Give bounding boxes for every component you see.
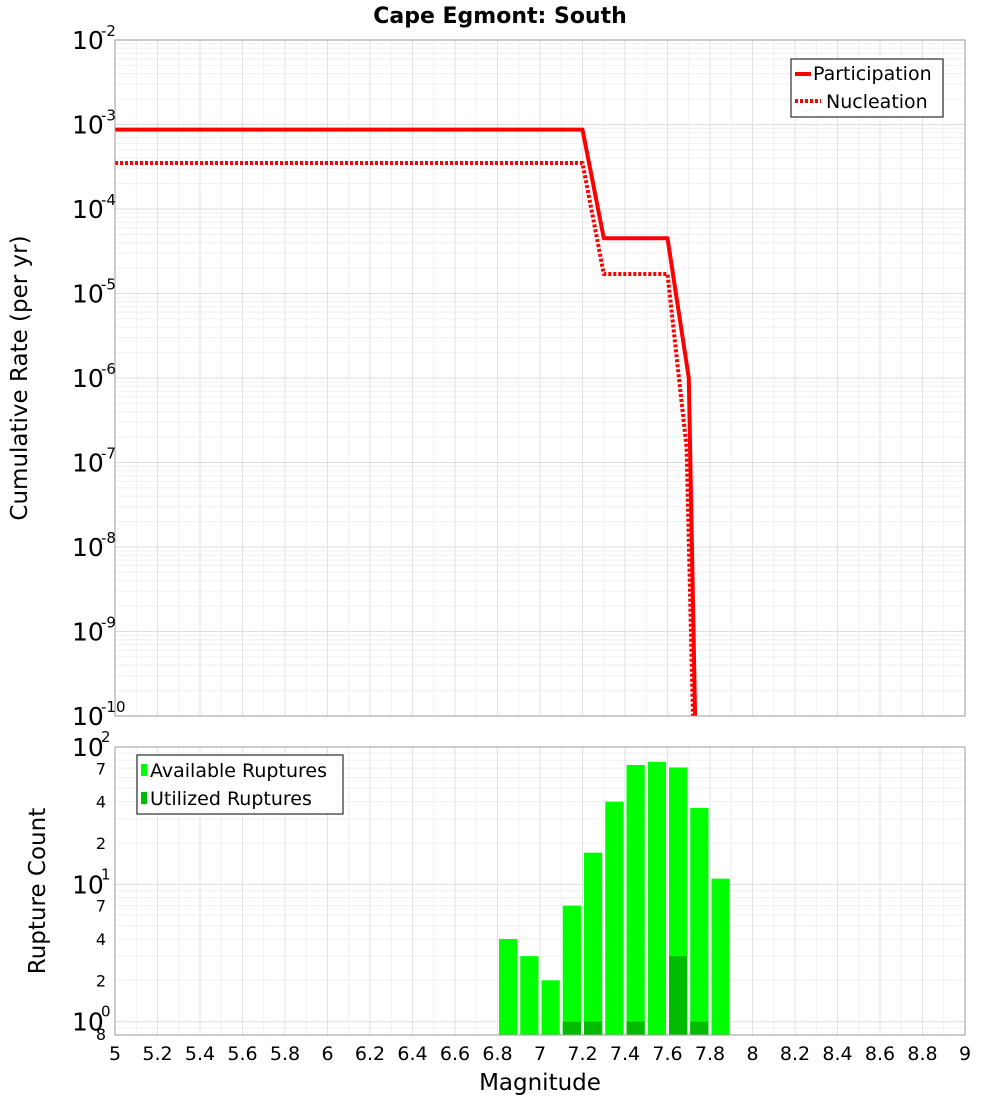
x-tick-label: 8 <box>746 1043 758 1065</box>
x-tick-label: 5.4 <box>185 1043 215 1065</box>
top-y-tick-base: 10 <box>72 280 104 309</box>
bottom-y-tick-exponent: 2 <box>101 728 111 746</box>
x-tick-label: 6.2 <box>355 1043 385 1065</box>
legend-label-utilized: Utilized Ruptures <box>150 788 312 810</box>
bottom-y-minor-tick-label: 8 <box>96 1025 106 1044</box>
bar-available <box>520 956 539 1035</box>
x-axis-label: Magnitude <box>479 1070 601 1096</box>
x-tick-label: 5.6 <box>227 1043 257 1065</box>
x-tick-label: 6.8 <box>482 1043 512 1065</box>
bottom-y-tick-base: 10 <box>72 870 104 899</box>
x-tick-label: 6 <box>321 1043 333 1065</box>
top-y-tick-base: 10 <box>72 364 104 393</box>
x-tick-label: 8.4 <box>822 1043 852 1065</box>
x-tick-labels: 5 5.2 5.4 5.6 5.8 6 6.2 6.4 6.6 6.8 7 7.2 7.4 7.6 7.8 8… <box>109 1043 971 1065</box>
bar-available <box>562 905 581 1035</box>
top-y-tick-base: 10 <box>72 702 104 731</box>
top-y-tick-exponent: -3 <box>101 107 116 125</box>
bottom-y-tick-base: 10 <box>72 1008 104 1037</box>
x-tick-label: 8.6 <box>865 1043 895 1065</box>
bar-available <box>541 980 560 1035</box>
top-plot-frame <box>114 39 966 717</box>
top-y-tick-base: 10 <box>72 195 104 224</box>
bar-utilized <box>690 1021 709 1035</box>
top-y-tick-base: 10 <box>72 618 104 647</box>
legend-label-participation: Participation <box>813 63 932 85</box>
legend-label-available: Available Ruptures <box>150 760 327 782</box>
bar-available <box>626 764 645 1035</box>
bottom-y-minor-tick-label: 7 <box>96 897 106 916</box>
top-y-tick-base: 10 <box>72 449 104 478</box>
top-y-tick-base: 10 <box>72 533 104 562</box>
x-tick-label: 6.4 <box>397 1043 427 1065</box>
x-tick-label: 8.2 <box>780 1043 810 1065</box>
top-y-tick-exponent: -7 <box>101 445 116 463</box>
bottom-y-tick-exponent: 0 <box>101 1003 111 1021</box>
legend-swatch-available <box>141 764 147 776</box>
bottom-plot-bars <box>499 761 730 1035</box>
bottom-y-tick-base: 10 <box>72 733 104 762</box>
bottom-y-minor-tick-label: 2 <box>96 834 106 853</box>
bar-available <box>711 878 730 1035</box>
x-tick-label: 7 <box>534 1043 546 1065</box>
top-y-axis-label: Cumulative Rate (per yr) <box>7 235 33 520</box>
x-tick-label: 7.4 <box>610 1043 640 1065</box>
top-y-tick-exponent: -5 <box>101 276 116 294</box>
series-line-participation <box>115 127 698 717</box>
bottom-y-axis-label: Rupture Count <box>25 808 51 974</box>
series-line-nucleation <box>115 161 695 717</box>
x-tick-label: 7.2 <box>567 1043 597 1065</box>
bar-available <box>605 801 624 1035</box>
bottom-plot-frame <box>114 746 966 1036</box>
top-y-tick-exponent: -6 <box>101 360 116 378</box>
top-plot-lines <box>115 127 698 717</box>
x-tick-label: 6.6 <box>440 1043 470 1065</box>
top-legend: Participation Nucleation <box>790 58 944 118</box>
legend-swatch-utilized <box>141 792 147 804</box>
top-y-tick-exponent: -4 <box>101 191 116 209</box>
bottom-legend: Available Ruptures Utilized Ruptures <box>136 754 344 815</box>
bar-utilized <box>669 956 688 1035</box>
bar-utilized <box>584 1021 603 1035</box>
x-tick-label: 8.8 <box>907 1043 937 1065</box>
bar-available <box>499 939 518 1035</box>
top-plot-grid <box>114 40 966 717</box>
bottom-y-minor-tick-label: 7 <box>96 759 106 778</box>
bar-available <box>690 807 709 1035</box>
bar-available <box>647 761 666 1035</box>
bottom-y-minor-tick-label: 4 <box>96 930 106 949</box>
top-y-tick-exponent: -10 <box>101 698 126 716</box>
bottom-y-minor-tick-label: 2 <box>96 971 106 990</box>
bottom-y-minor-tick-label: 4 <box>96 793 106 812</box>
bar-utilized <box>562 1021 581 1035</box>
x-tick-label: 5.8 <box>270 1043 300 1065</box>
bar-available <box>584 852 603 1035</box>
top-y-tick-exponent: -2 <box>101 22 116 40</box>
x-tick-label: 5.2 <box>142 1043 172 1065</box>
x-tick-label: 9 <box>959 1043 971 1065</box>
bottom-y-tick-exponent: 1 <box>101 865 111 883</box>
chart-title: Cape Egmont: South <box>373 4 627 29</box>
x-tick-label: 7.8 <box>695 1043 725 1065</box>
x-tick-label: 5 <box>109 1043 121 1065</box>
x-tick-label: 7.6 <box>652 1043 682 1065</box>
top-y-tick-base: 10 <box>72 26 104 55</box>
legend-label-nucleation: Nucleation <box>826 91 928 113</box>
top-y-tick-exponent: -9 <box>101 614 116 632</box>
bar-utilized <box>626 1021 645 1035</box>
top-y-tick-exponent: -8 <box>101 529 116 547</box>
top-y-tick-base: 10 <box>72 111 104 140</box>
